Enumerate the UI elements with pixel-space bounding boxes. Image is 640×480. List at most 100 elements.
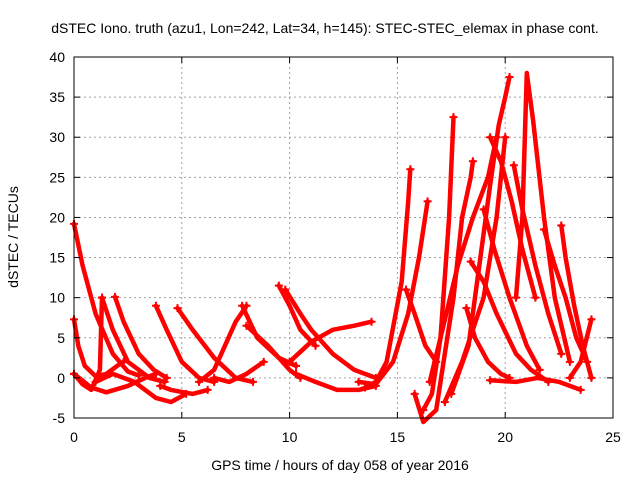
y-tick-label-8: 35 [49,89,65,105]
series-marker-arc25-start [440,397,449,406]
x-tick-label-2: 10 [282,429,298,445]
series-marker-arc11-start [195,377,204,386]
series-marker-arc6-end [162,373,171,382]
series-marker-arc29-end [535,365,544,374]
x-tick-label-4: 20 [497,429,513,445]
series-line-arc30 [487,134,538,300]
series-line-arc27 [464,305,512,381]
series-marker-arc5-start [98,293,107,302]
series-layer [70,70,596,425]
series-line-arc12 [239,303,299,369]
series-marker-arc21-start [402,285,411,294]
series-line-arc20 [356,199,430,387]
series-marker-arc14-start [242,321,251,330]
series-line-arc11 [196,303,249,385]
series-line-arc13 [211,359,266,385]
y-tick-label-0: -5 [53,410,66,426]
series-line-arc15 [276,283,318,349]
series-line-arc1 [71,221,141,378]
series-marker-arc1-end [134,371,143,380]
series-marker-arc31-start [509,161,518,170]
series-marker-arc10-start [173,304,182,313]
series-line-arc33 [541,227,590,365]
x-tick-label-0: 0 [70,429,78,445]
series-line-arc35 [567,317,594,381]
series-marker-arc23-start [410,389,419,398]
series-marker-arc8-start [151,301,160,310]
series-line-arc23 [412,159,476,425]
series-line-arc9 [157,383,210,397]
series-line-arc31 [511,163,564,357]
x-axis-label: GPS time / hours of day 058 of year 2016 [211,457,469,473]
series-marker-arc13-end [259,357,268,366]
series-marker-arc18-start [292,369,301,378]
series-marker-arc26-start [447,389,456,398]
plot-frame [73,56,614,419]
series-line-arc26 [449,74,512,397]
series-marker-arc27-start [462,304,471,313]
series-line-arc34 [559,223,594,381]
series-marker-arc35-end [587,315,596,324]
series-line-arc7 [93,371,189,405]
series-marker-arc32-end [565,357,574,366]
y-tick-label-3: 10 [49,290,65,306]
series-marker-arc17-end [367,317,376,326]
series-marker-arc35-start [565,373,574,382]
series-marker-arc34-start [557,221,566,230]
series-marker-arc12-start [238,301,247,310]
series-marker-arc29-start [479,205,488,214]
series-marker-arc17-start [285,357,294,366]
y-tick-label-6: 25 [49,169,65,185]
y-tick-label-1: 0 [57,370,65,386]
series-marker-arc16-start [281,285,290,294]
series-marker-arc9-start [156,381,165,390]
series-marker-arc23-end [468,157,477,166]
series-marker-arc15-end [311,341,320,350]
series-marker-arc25-end [501,133,510,142]
y-tick-label-4: 15 [49,250,65,266]
series-marker-arc6-start [110,292,119,301]
series-line-arc10 [175,305,256,385]
series-marker-arc20-end [423,197,432,206]
series-line-arc24 [427,134,499,385]
series-marker-arc19-end [406,165,415,174]
y-tick-label-7: 30 [49,129,65,145]
series-line-arc17 [287,319,374,365]
series-marker-arc28-start [466,257,475,266]
series-line-arc22 [421,114,456,413]
chart-title: dSTEC Iono. truth (azu1, Lon=242, Lat=34… [51,20,598,36]
series-marker-arc31-end [557,349,566,358]
series-marker-arc36-start [486,376,495,385]
series-marker-arc22-end [449,113,458,122]
y-tick-label-2: 5 [57,330,65,346]
y-axis-label: dSTEC / TECUs [5,186,21,288]
x-tick-label-1: 5 [178,429,186,445]
series-marker-arc9-end [203,385,212,394]
series-marker-arc5-end [160,377,169,386]
series-marker-arc15-start [274,281,283,290]
series-line-arc19 [362,167,413,390]
series-line-arc29 [481,207,542,373]
series-line-arc16 [283,287,379,381]
series-line-arc5 [99,295,167,385]
series-line-arc21 [403,287,439,365]
series-line-arc6 [112,294,169,381]
series-marker-arc13-start [210,373,219,382]
x-tick-label-5: 25 [605,429,621,445]
y-tick-label-5: 20 [49,209,65,225]
series-marker-arc34-end [587,373,596,382]
series-marker-arc26-end [505,73,514,82]
series-marker-arc30-end [531,293,540,302]
series-line-arc36 [487,375,583,393]
series-line-arc32 [513,70,573,365]
series-marker-arc36-end [576,385,585,394]
y-tick-label-9: 40 [49,49,65,65]
series-marker-arc24-start [425,377,434,386]
series-marker-arc7-start [91,377,100,386]
x-tick-label-3: 15 [390,429,406,445]
series-line-arc28 [468,259,551,385]
series-marker-arc30-start [486,133,495,142]
series-marker-arc32-start [511,293,520,302]
